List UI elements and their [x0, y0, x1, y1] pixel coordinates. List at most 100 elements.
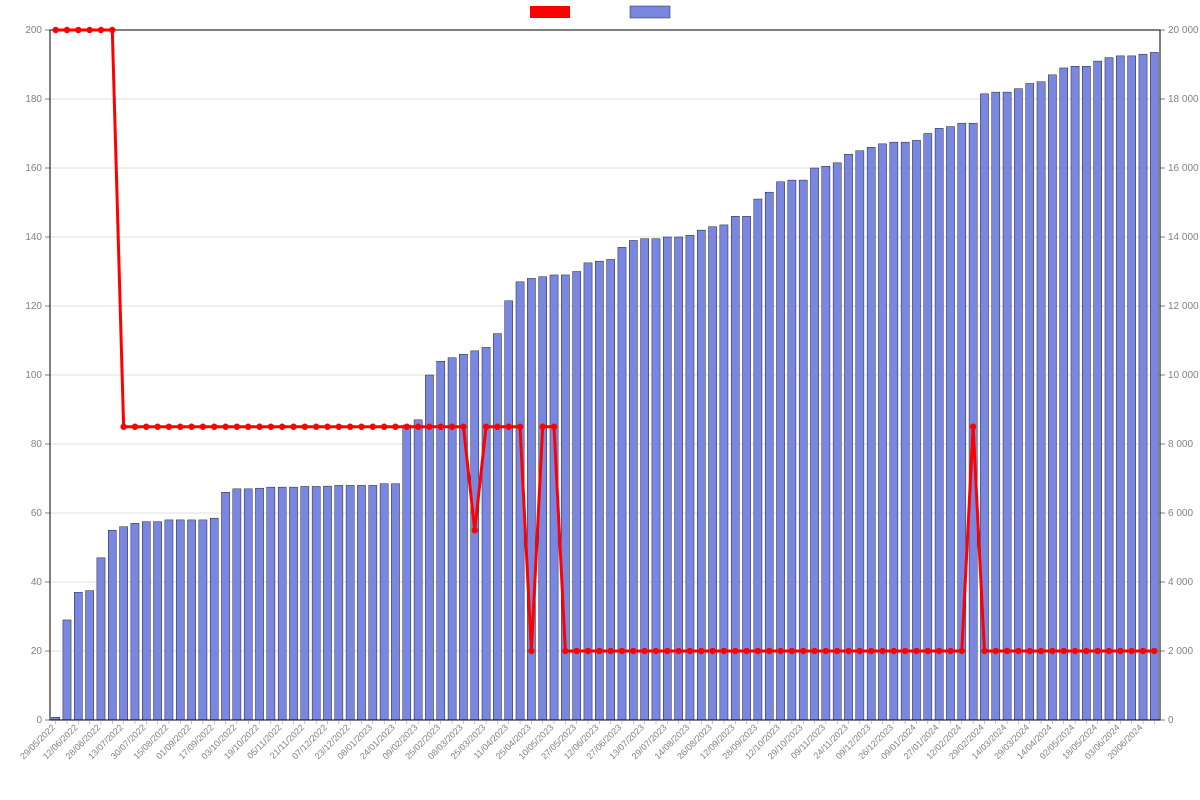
bar — [720, 225, 728, 720]
line-marker — [132, 424, 138, 430]
line-marker — [1128, 648, 1134, 654]
bar — [391, 484, 399, 720]
bar — [380, 484, 388, 720]
bar — [176, 520, 184, 720]
bar — [1150, 52, 1158, 720]
bar — [414, 420, 422, 720]
left-axis-tick-label: 100 — [25, 370, 42, 381]
line-marker — [86, 27, 92, 33]
bar — [992, 92, 1000, 720]
bar — [754, 199, 762, 720]
bar — [924, 134, 932, 721]
bar — [822, 166, 830, 720]
right-axis-tick-label: 2 000 — [1168, 646, 1193, 657]
bar — [459, 354, 467, 720]
line-marker — [200, 424, 206, 430]
line-marker — [777, 648, 783, 654]
combo-chart: 02040608010012014016018020002 0004 0006 … — [0, 0, 1200, 800]
line-marker — [970, 424, 976, 430]
line-marker — [845, 648, 851, 654]
line-marker — [925, 648, 931, 654]
line-marker — [404, 424, 410, 430]
bar — [120, 527, 128, 720]
legend-line-swatch — [530, 6, 570, 18]
line-marker — [52, 27, 58, 33]
line-marker — [1151, 648, 1157, 654]
bar — [74, 592, 82, 720]
line-marker — [800, 648, 806, 654]
bar — [1105, 58, 1113, 720]
bar — [1060, 68, 1068, 720]
bar — [108, 530, 116, 720]
line-marker — [959, 648, 965, 654]
bar — [890, 142, 898, 720]
bar — [188, 520, 196, 720]
bar — [867, 147, 875, 720]
line-marker — [981, 648, 987, 654]
bar — [856, 151, 864, 720]
line-marker — [879, 648, 885, 654]
line-marker — [630, 648, 636, 654]
line-marker — [528, 648, 534, 654]
line-marker — [551, 424, 557, 430]
bar — [1071, 66, 1079, 720]
bar — [799, 180, 807, 720]
bar — [946, 127, 954, 720]
bar — [1048, 75, 1056, 720]
line-marker — [313, 424, 319, 430]
bar — [1026, 83, 1034, 720]
line-marker — [868, 648, 874, 654]
right-axis-tick-label: 20 000 — [1168, 25, 1199, 36]
bar — [912, 140, 920, 720]
bar — [221, 492, 229, 720]
bar — [403, 425, 411, 720]
bar — [312, 486, 320, 720]
line-marker — [1049, 648, 1055, 654]
left-axis-tick-label: 180 — [25, 94, 42, 105]
line-series — [56, 30, 1155, 651]
bar — [810, 168, 818, 720]
line-marker — [766, 648, 772, 654]
line-marker — [1106, 648, 1112, 654]
right-axis-tick-label: 10 000 — [1168, 370, 1199, 381]
bar — [301, 486, 309, 720]
line-marker — [347, 424, 353, 430]
line-marker — [109, 27, 115, 33]
line-marker — [1095, 648, 1101, 654]
line-marker — [64, 27, 70, 33]
line-marker — [188, 424, 194, 430]
bar — [482, 347, 490, 720]
bar — [833, 163, 841, 720]
bar — [663, 237, 671, 720]
bar — [1082, 66, 1090, 720]
bar — [935, 128, 943, 720]
bar — [97, 558, 105, 720]
line-marker — [211, 424, 217, 430]
line-marker — [596, 648, 602, 654]
line-marker — [641, 648, 647, 654]
bar — [210, 518, 218, 720]
line-marker — [279, 424, 285, 430]
line-marker — [1140, 648, 1146, 654]
line-marker — [687, 648, 693, 654]
bar — [369, 485, 377, 720]
bar — [165, 520, 173, 720]
line-marker — [789, 648, 795, 654]
line-marker — [811, 648, 817, 654]
line-marker — [75, 27, 81, 33]
bar — [289, 487, 297, 720]
bar — [255, 488, 263, 720]
bar — [437, 361, 445, 720]
bar — [675, 237, 683, 720]
bar — [493, 334, 501, 720]
line-marker — [1083, 648, 1089, 654]
bar — [743, 216, 751, 720]
left-axis-tick-label: 20 — [31, 646, 43, 657]
bar — [1139, 54, 1147, 720]
line-marker — [370, 424, 376, 430]
line-marker — [426, 424, 432, 430]
line-marker — [472, 527, 478, 533]
bar — [731, 216, 739, 720]
line-marker — [732, 648, 738, 654]
bar — [1037, 82, 1045, 720]
